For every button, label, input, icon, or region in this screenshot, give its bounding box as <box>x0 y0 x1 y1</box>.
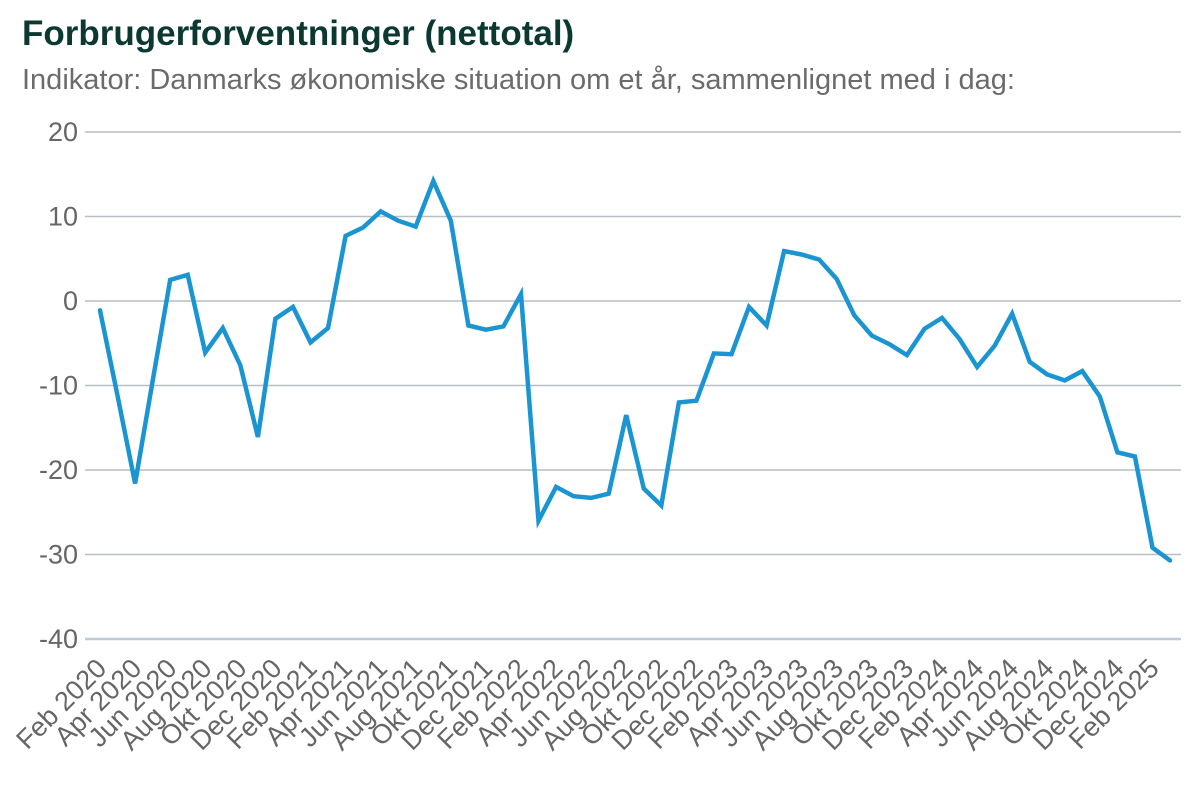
y-tick-label: -10 <box>39 371 78 401</box>
y-tick-label: 10 <box>48 202 78 232</box>
trend-line <box>97 175 1173 563</box>
chart-subtitle: Indikator: Danmarks økonomiske situation… <box>22 64 1015 96</box>
y-tick-label: -30 <box>39 540 78 570</box>
gridlines <box>85 131 1181 641</box>
y-tick-label: 0 <box>63 286 78 316</box>
y-tick-label: -40 <box>39 624 78 654</box>
y-tick-label: -20 <box>39 455 78 485</box>
y-axis-labels: 20 10 0 -10 -20 -30 -40 <box>39 117 78 654</box>
chart-header: Forbrugerforventninger (nettotal) Indika… <box>22 0 1192 97</box>
chart-title: Forbrugerforventninger (nettotal) <box>22 14 575 53</box>
y-tick-label: 20 <box>48 117 78 147</box>
